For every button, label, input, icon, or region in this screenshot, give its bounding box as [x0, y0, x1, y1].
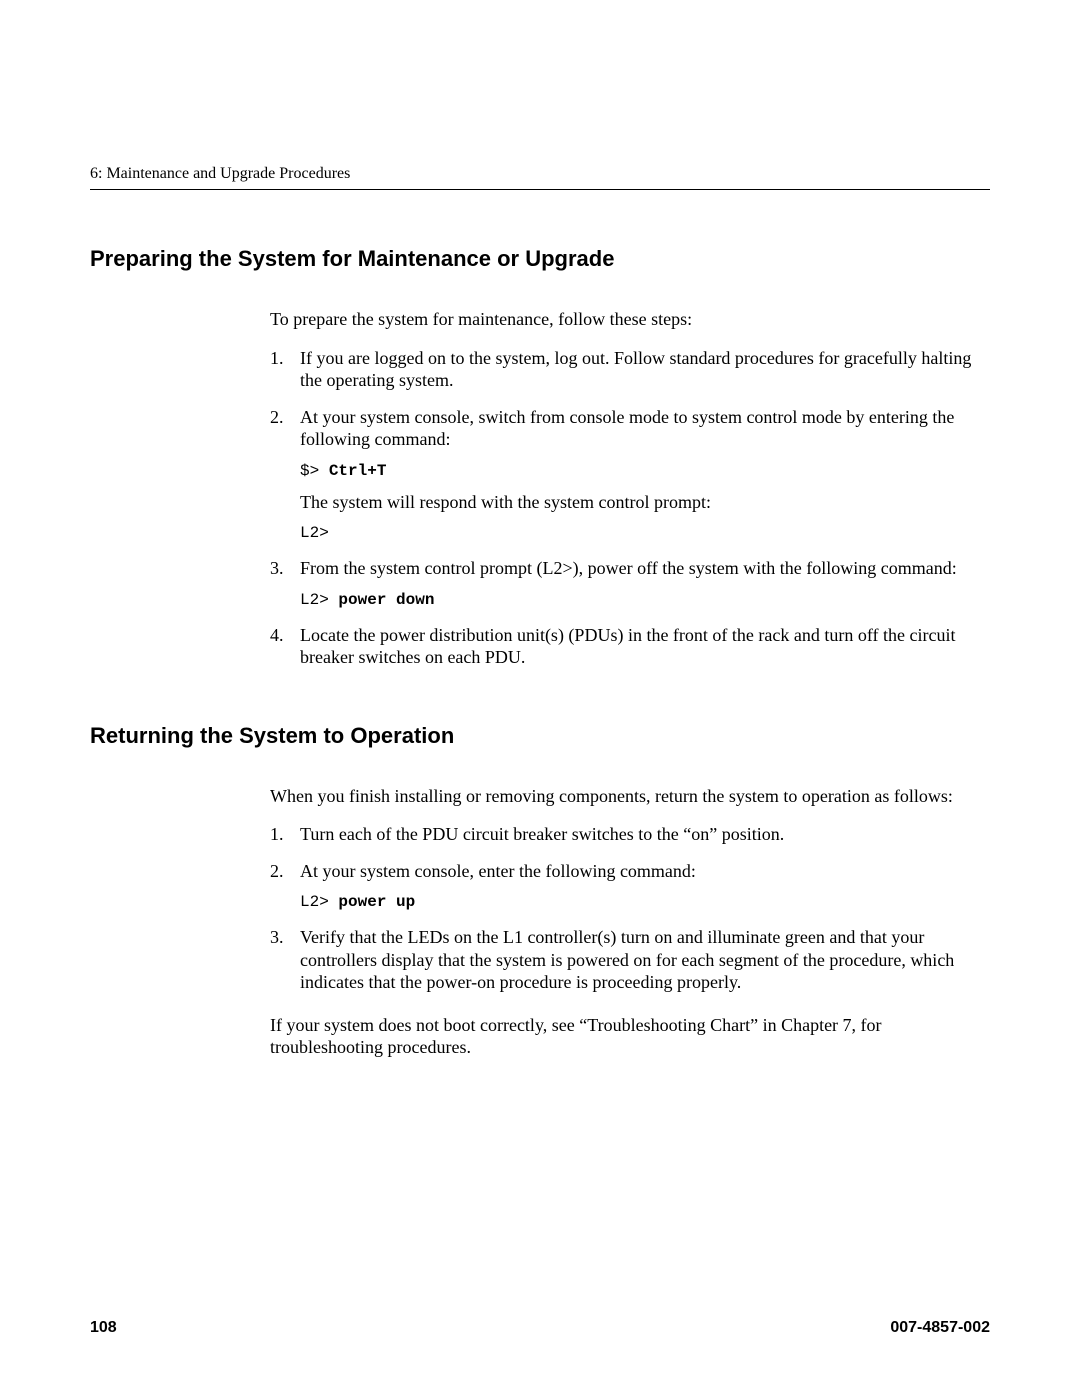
page-footer: 108 007-4857-002 [90, 1319, 990, 1337]
step-text: At your system console, switch from cons… [300, 407, 954, 450]
running-head: 6: Maintenance and Upgrade Procedures [90, 165, 990, 183]
section1-step1: If you are logged on to the system, log … [270, 347, 980, 392]
section2-body: When you finish installing or removing c… [270, 785, 980, 1059]
section2-step2: At your system console, enter the follow… [270, 860, 980, 913]
code-output: L2> [300, 524, 329, 542]
section1-step4: Locate the power distribution unit(s) (P… [270, 624, 980, 669]
section2-intro: When you finish installing or removing c… [270, 785, 980, 808]
section1-step3: From the system control prompt (L2>), po… [270, 557, 980, 610]
code-prompt: L2> [300, 893, 338, 911]
section2-closing: If your system does not boot correctly, … [270, 1014, 980, 1059]
code-line: L2> power up [300, 892, 980, 912]
section2-heading: Returning the System to Operation [90, 723, 990, 749]
document-page: 6: Maintenance and Upgrade Procedures Pr… [0, 0, 1080, 1397]
step-text: If you are logged on to the system, log … [300, 348, 971, 391]
step-text: From the system control prompt (L2>), po… [300, 558, 957, 578]
section1-step2: At your system console, switch from cons… [270, 406, 980, 544]
step-subtext: The system will respond with the system … [300, 491, 980, 514]
code-line: L2> [300, 523, 980, 543]
section1-body: To prepare the system for maintenance, f… [270, 308, 980, 669]
section1-heading: Preparing the System for Maintenance or … [90, 246, 990, 272]
code-line: L2> power down [300, 590, 980, 610]
section1-intro: To prepare the system for maintenance, f… [270, 308, 980, 331]
section-gap [90, 683, 990, 723]
step-text: At your system console, enter the follow… [300, 861, 696, 881]
section1-steps: If you are logged on to the system, log … [270, 347, 980, 669]
section2-step1: Turn each of the PDU circuit breaker swi… [270, 823, 980, 846]
step-text: Locate the power distribution unit(s) (P… [300, 625, 956, 668]
code-prompt: L2> [300, 591, 338, 609]
code-line: $> Ctrl+T [300, 461, 980, 481]
code-command: power up [338, 893, 415, 911]
code-command: power down [338, 591, 434, 609]
code-command: Ctrl+T [329, 462, 387, 480]
section2-steps: Turn each of the PDU circuit breaker swi… [270, 823, 980, 994]
page-number: 108 [90, 1319, 117, 1337]
header-rule [90, 189, 990, 190]
section2-step3: Verify that the LEDs on the L1 controlle… [270, 926, 980, 994]
doc-number: 007-4857-002 [890, 1319, 990, 1337]
step-text: Verify that the LEDs on the L1 controlle… [300, 927, 954, 992]
code-prompt: $> [300, 462, 329, 480]
step-text: Turn each of the PDU circuit breaker swi… [300, 824, 784, 844]
